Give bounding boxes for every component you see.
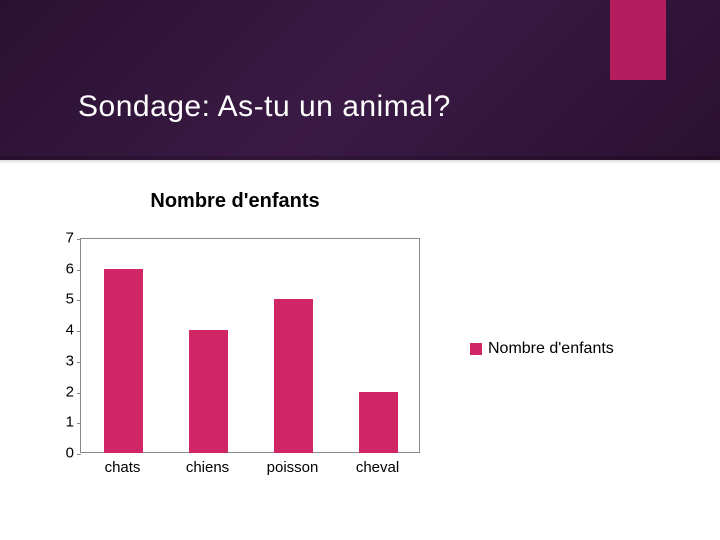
- x-axis-labels: chats chiens poisson cheval: [80, 459, 420, 483]
- y-tick: [77, 362, 81, 363]
- y-tick-label: 1: [66, 414, 74, 431]
- y-tick-label: 0: [66, 445, 74, 462]
- x-tick-label: chats: [105, 459, 141, 476]
- x-tick-label: poisson: [267, 459, 319, 476]
- y-tick: [77, 454, 81, 455]
- x-tick-label: cheval: [356, 459, 399, 476]
- legend-swatch: [470, 343, 482, 355]
- accent-block: [610, 0, 666, 80]
- bar: [359, 392, 397, 453]
- y-tick: [77, 270, 81, 271]
- y-axis-labels: 01234567: [50, 238, 80, 453]
- x-tick-label: chiens: [186, 459, 229, 476]
- y-tick: [77, 331, 81, 332]
- chart: Nombre d'enfants 0 1 2 3 4 5 6 7 chats chiens poi…: [50, 190, 670, 500]
- plot-area: [80, 238, 420, 453]
- y-tick-label: 7: [66, 230, 74, 247]
- header-band: Sondage: As-tu un animal?: [0, 0, 720, 160]
- y-tick-label: 6: [66, 260, 74, 277]
- chart-title: Nombre d'enfants: [50, 190, 420, 213]
- legend: Nombre d'enfants: [470, 340, 614, 358]
- y-tick: [77, 393, 81, 394]
- page-title: Sondage: As-tu un animal?: [78, 90, 451, 124]
- y-tick: [77, 300, 81, 301]
- y-tick: [77, 239, 81, 240]
- y-tick-label: 3: [66, 352, 74, 369]
- y-tick: [77, 423, 81, 424]
- bar: [104, 269, 142, 453]
- y-tick-label: 5: [66, 291, 74, 308]
- y-tick-label: 4: [66, 322, 74, 339]
- legend-label: Nombre d'enfants: [488, 340, 614, 358]
- bar: [189, 330, 227, 453]
- y-tick-label: 2: [66, 383, 74, 400]
- bar: [274, 299, 312, 453]
